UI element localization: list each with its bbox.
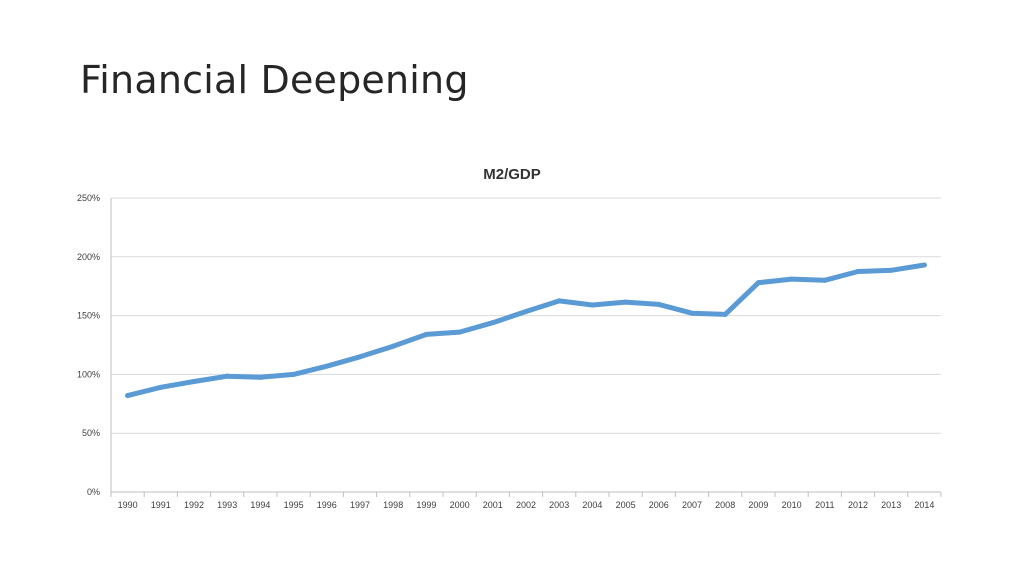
data-point-2002 bbox=[523, 308, 529, 314]
x-axis-tick-labels: 1990 1991 1992 1993 1994 1995 1996 1997 1998 1999… bbox=[118, 500, 935, 510]
gridlines bbox=[111, 197, 941, 434]
axes bbox=[110, 198, 942, 497]
data-point-2014 bbox=[921, 262, 927, 268]
y-tick-label: 250% bbox=[77, 193, 100, 203]
y-tick-label: 100% bbox=[77, 369, 100, 379]
data-point-1998 bbox=[390, 343, 396, 349]
x-tick-label: 2011 bbox=[815, 500, 834, 510]
data-point-2013 bbox=[888, 267, 894, 273]
x-tick-label: 1993 bbox=[217, 500, 237, 510]
data-point-2012 bbox=[855, 269, 861, 274]
x-tick-label: 2000 bbox=[450, 500, 470, 510]
x-tick-label: 1997 bbox=[350, 500, 370, 510]
series-layer bbox=[125, 262, 927, 399]
data-point-1991 bbox=[158, 384, 164, 390]
x-tick-label: 2010 bbox=[782, 500, 802, 510]
data-point-1992 bbox=[191, 378, 197, 384]
x-tick-label: 1995 bbox=[284, 500, 304, 510]
data-point-2000 bbox=[457, 329, 463, 335]
x-tick-label: 2006 bbox=[649, 500, 669, 510]
x-tick-label: 2007 bbox=[682, 500, 702, 510]
x-tick-label: 1990 bbox=[118, 500, 138, 510]
x-tick-label: 1992 bbox=[184, 500, 204, 510]
y-tick-label: 0% bbox=[87, 487, 100, 497]
x-tick-label: 2008 bbox=[715, 500, 735, 510]
data-point-1999 bbox=[423, 331, 429, 337]
data-point-2006 bbox=[656, 301, 662, 307]
data-point-2001 bbox=[490, 320, 496, 326]
data-point-1996 bbox=[324, 363, 330, 369]
x-tick-label: 2005 bbox=[616, 500, 636, 510]
data-point-1993 bbox=[224, 373, 230, 379]
x-tick-label: 1991 bbox=[151, 500, 171, 510]
y-tick-label: 150% bbox=[77, 311, 100, 321]
data-point-2009 bbox=[755, 280, 761, 286]
series-line-0 bbox=[125, 262, 927, 399]
y-tick-label: 50% bbox=[82, 428, 100, 438]
x-tick-label: 2002 bbox=[516, 500, 536, 510]
data-point-2011 bbox=[822, 277, 828, 283]
data-point-1997 bbox=[357, 354, 363, 360]
x-tick-label: 2001 bbox=[483, 500, 503, 510]
data-point-2004 bbox=[589, 302, 595, 308]
x-tick-label: 2014 bbox=[914, 500, 934, 510]
page-title: Financial Deepening bbox=[80, 58, 469, 102]
x-tick-label: 2004 bbox=[582, 500, 602, 510]
x-tick-label: 2009 bbox=[748, 500, 768, 510]
data-point-1990 bbox=[125, 393, 131, 399]
data-point-2007 bbox=[689, 310, 695, 316]
x-tick-label: 1996 bbox=[317, 500, 337, 510]
data-point-2008 bbox=[722, 311, 728, 317]
y-tick-label: 200% bbox=[77, 252, 100, 262]
x-tick-label: 2012 bbox=[848, 500, 868, 510]
x-tick-label: 1998 bbox=[383, 500, 403, 510]
data-point-1994 bbox=[257, 374, 263, 380]
data-point-1995 bbox=[291, 371, 297, 377]
data-point-2005 bbox=[623, 299, 629, 305]
x-tick-label: 1999 bbox=[416, 500, 436, 510]
data-point-2003 bbox=[556, 298, 562, 304]
x-tick-label: 1994 bbox=[250, 500, 270, 510]
data-point-2010 bbox=[789, 276, 795, 282]
y-axis-tick-labels: 0% 50% 100% 150% 200% 250% bbox=[77, 193, 100, 497]
x-tick-label: 2013 bbox=[881, 500, 901, 510]
x-tick-label: 2003 bbox=[549, 500, 569, 510]
chart-title: M2/GDP bbox=[483, 166, 541, 183]
